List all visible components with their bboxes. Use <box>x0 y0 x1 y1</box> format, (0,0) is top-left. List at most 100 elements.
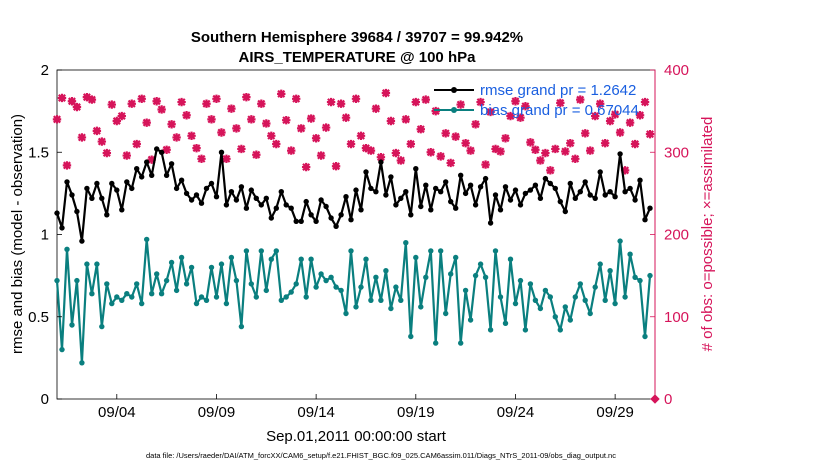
rmse-point <box>213 194 220 200</box>
bias-point <box>522 327 529 333</box>
bias-point <box>408 333 414 340</box>
obs-marker <box>366 146 376 155</box>
rmse-point <box>178 177 185 183</box>
obs-marker <box>112 116 121 126</box>
bias-point <box>642 333 648 340</box>
obs-marker <box>172 133 181 142</box>
obs-marker <box>571 154 580 164</box>
bias-point <box>99 323 105 330</box>
rmse-point <box>612 194 618 200</box>
obs-marker <box>376 152 386 162</box>
bias-point <box>158 291 165 297</box>
obs-marker <box>197 154 206 164</box>
rmse-point <box>163 172 170 178</box>
bias-point <box>497 294 504 300</box>
rmse-point <box>602 192 608 198</box>
obs-marker <box>586 146 595 155</box>
bias-point <box>233 277 240 284</box>
axes: 0 0.5 1 1.5 2 0 100 200 300 400 09/04 09/09 09/14 09/… <box>28 62 689 421</box>
rmse-point <box>124 179 130 185</box>
rmse-point <box>288 205 294 211</box>
obs-marker <box>431 106 440 116</box>
obs-marker <box>426 148 435 157</box>
bias-point <box>243 248 250 254</box>
obs-marker <box>635 111 645 120</box>
obs-marker <box>137 94 146 103</box>
rmse-point <box>532 182 539 188</box>
obs-marker <box>351 94 361 103</box>
bias-point <box>428 248 434 254</box>
rmse-point <box>408 212 414 218</box>
obs-marker <box>476 97 485 107</box>
bias-point <box>333 284 339 290</box>
obs-marker <box>282 115 291 125</box>
rmse-point <box>492 192 499 198</box>
bias-point <box>637 277 643 284</box>
bias-point <box>443 310 449 317</box>
rmse-point <box>208 180 215 187</box>
rmse-point <box>443 179 449 185</box>
rmse-point <box>84 185 90 192</box>
obs-marker <box>117 111 126 121</box>
bias-point <box>273 248 279 254</box>
obs-marker <box>630 139 640 149</box>
bias-point <box>587 310 593 317</box>
rmse-point <box>139 174 145 180</box>
rmse-point <box>393 202 399 208</box>
bias-point <box>403 240 409 246</box>
rmse-point <box>278 189 284 195</box>
obs-marker <box>481 160 490 169</box>
bias-point <box>84 261 90 267</box>
rmse-point <box>517 202 524 208</box>
rmse-point <box>114 187 120 193</box>
rmse-point <box>253 195 259 201</box>
rmse-point <box>587 192 593 198</box>
obs-marker <box>406 139 416 149</box>
obs-marker <box>620 166 630 175</box>
rmse-point <box>228 189 235 195</box>
rmse-point <box>472 202 479 208</box>
rmse-point <box>333 223 339 229</box>
rmse-point <box>94 180 100 187</box>
y2-tick-label: 400 <box>664 62 689 79</box>
bias-point <box>188 264 195 271</box>
bias-point <box>492 248 499 254</box>
bias-point <box>298 256 304 262</box>
obs-marker <box>386 116 396 126</box>
bias-point <box>313 284 319 290</box>
bias-point <box>582 297 588 303</box>
bias-point <box>472 272 479 279</box>
obs-marker <box>541 148 550 158</box>
bias-point <box>238 323 245 330</box>
rmse-point <box>198 200 205 206</box>
obs-marker <box>192 143 201 153</box>
obs-marker <box>645 129 655 139</box>
bias-point <box>438 248 444 254</box>
bias-point <box>502 320 509 326</box>
rmse-point <box>79 238 85 244</box>
obs-marker <box>441 129 450 138</box>
bias-point <box>328 274 334 280</box>
bias-line <box>55 238 652 364</box>
obs-marker <box>356 131 366 140</box>
bias-point <box>114 294 120 300</box>
obs-marker <box>346 139 356 149</box>
bias-point <box>263 287 269 294</box>
obs-marker <box>531 145 540 154</box>
rmse-point <box>363 169 369 175</box>
rmse-point <box>99 195 105 201</box>
rmse-point <box>293 218 299 224</box>
y-axis-label: rmse and bias (model - observation) <box>9 114 26 354</box>
obs-marker <box>306 114 316 123</box>
obs-marker <box>72 102 82 112</box>
rmse-point <box>487 220 494 226</box>
bias-point <box>487 327 494 333</box>
bias-point <box>69 322 75 328</box>
rmse-point <box>268 215 274 221</box>
bias-point <box>458 340 464 346</box>
bias-point <box>303 294 309 300</box>
rmse-point <box>522 190 529 197</box>
bias-point <box>353 304 359 310</box>
bias-point <box>203 297 210 303</box>
bias-series <box>54 236 653 366</box>
